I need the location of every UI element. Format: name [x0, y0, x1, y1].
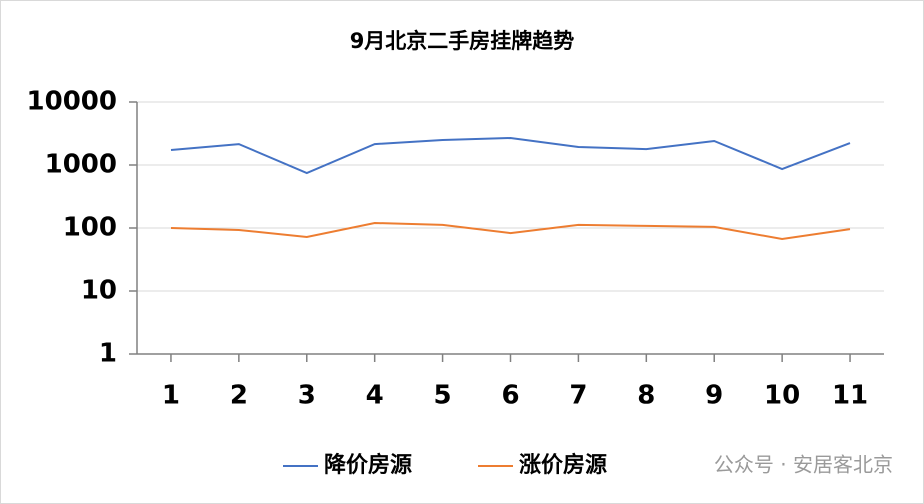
y-tick-label: 10000: [27, 87, 117, 117]
x-tick-label: 5: [434, 381, 452, 411]
legend-label: 涨价房源: [519, 452, 607, 478]
series-line: [170, 221, 851, 241]
y-tick-label: 1000: [45, 150, 117, 180]
x-tick-label: 9: [705, 381, 723, 411]
x-tick-label: 7: [569, 381, 587, 411]
y-tick-label: 100: [63, 213, 117, 243]
x-tick-label: 10: [764, 381, 800, 411]
x-tick-label: 6: [501, 381, 519, 411]
x-tick-label: 2: [230, 381, 248, 411]
series-line: [170, 136, 851, 175]
x-tick-label: 1: [162, 381, 180, 411]
y-tick-label: 1: [99, 339, 117, 369]
legend-label: 降价房源: [324, 452, 412, 478]
y-tick-label: 10: [81, 276, 117, 306]
x-tick-label: 11: [832, 381, 868, 411]
x-tick-label: 3: [298, 381, 316, 411]
watermark: 公众号 · 安居客北京: [714, 453, 893, 477]
x-tick-label: 4: [366, 381, 384, 411]
chart-title: 9月北京二手房挂牌趋势: [350, 29, 575, 53]
x-tick-label: 8: [637, 381, 655, 411]
